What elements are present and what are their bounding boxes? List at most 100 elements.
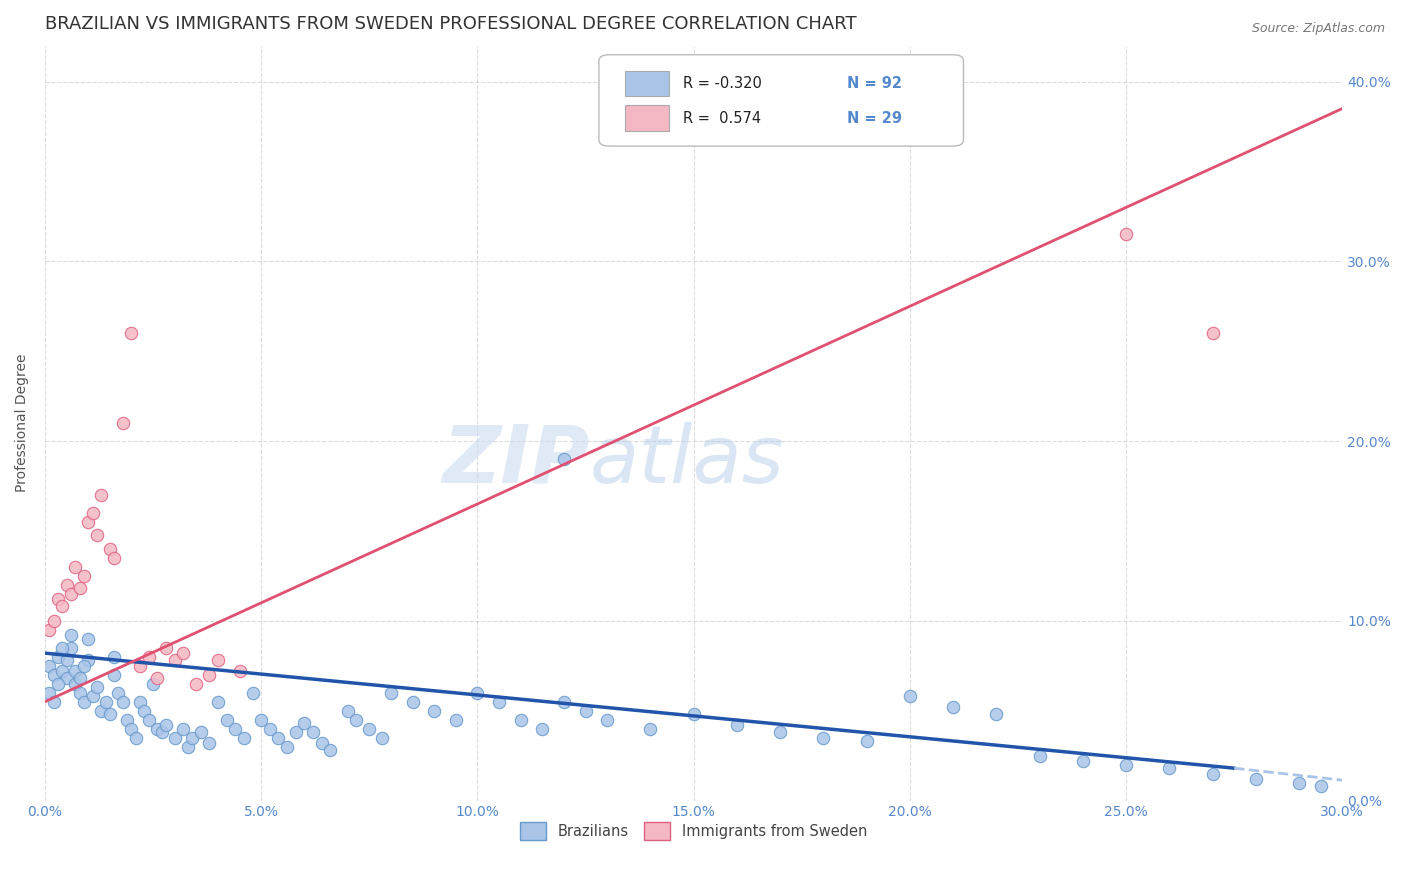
Point [423,704,446,718]
Point [125,731,148,745]
Point [172,646,194,660]
Text: R = -0.320: R = -0.320 [683,76,762,91]
Point [115,713,138,727]
Point [190,725,212,739]
Point [181,731,204,745]
Text: N = 92: N = 92 [846,76,901,91]
FancyBboxPatch shape [599,54,963,146]
Point [596,713,619,727]
Point [86,527,108,541]
Point [142,676,165,690]
Point [73,658,96,673]
Point [82,690,104,704]
Point [98,541,121,556]
Point [986,707,1008,722]
Point [336,704,359,718]
Point [682,707,704,722]
Point [103,550,125,565]
Point [129,658,152,673]
Point [207,653,229,667]
Point [725,718,748,732]
Point [401,695,423,709]
Point [1288,775,1310,789]
Point [198,736,221,750]
Text: R =  0.574: R = 0.574 [683,111,762,126]
Point [59,628,82,642]
Y-axis label: Professional Degree: Professional Degree [15,354,30,492]
Point [574,704,596,718]
Point [129,695,152,709]
Point [65,676,87,690]
Point [146,722,169,736]
Point [86,681,108,695]
Point [553,695,575,709]
Point [319,743,342,757]
Point [488,695,510,709]
Point [55,671,77,685]
Point [259,722,281,736]
Point [94,695,117,709]
Point [380,686,402,700]
Point [1071,754,1094,768]
Point [186,676,208,690]
Point [1201,326,1223,341]
Point [77,653,100,667]
Text: ZIP: ZIP [443,422,591,500]
Point [155,718,177,732]
Point [120,326,142,341]
Point [82,506,104,520]
Point [1244,772,1267,786]
Point [138,713,160,727]
Point [224,722,246,736]
Point [107,686,129,700]
FancyBboxPatch shape [624,70,669,96]
Point [90,488,112,502]
Point [467,686,489,700]
Point [1028,748,1050,763]
Text: atlas: atlas [591,422,785,500]
Point [134,704,156,718]
Text: Source: ZipAtlas.com: Source: ZipAtlas.com [1251,22,1385,36]
Point [146,671,169,685]
Point [242,686,264,700]
Point [198,667,221,681]
Point [111,695,134,709]
Point [1201,766,1223,780]
Point [77,515,100,529]
Point [1115,227,1137,242]
Point [90,704,112,718]
Point [207,695,229,709]
Point [640,722,662,736]
Point [267,731,290,745]
Point [120,722,142,736]
Point [65,560,87,574]
Point [371,731,394,745]
Point [77,632,100,646]
Point [38,686,60,700]
Point [46,676,69,690]
Point [155,640,177,655]
Point [1115,757,1137,772]
Point [150,725,173,739]
Point [42,695,65,709]
Point [51,664,73,678]
Point [284,725,307,739]
Point [276,739,298,754]
Point [942,700,965,714]
Point [138,649,160,664]
Point [1309,779,1331,793]
Point [302,725,325,739]
Point [813,731,835,745]
Point [51,640,73,655]
Point [46,592,69,607]
Point [73,695,96,709]
Point [176,739,198,754]
Point [172,722,194,736]
Point [38,658,60,673]
Point [163,653,186,667]
Point [232,731,254,745]
Point [103,649,125,664]
Point [38,623,60,637]
FancyBboxPatch shape [624,105,669,131]
Point [311,736,333,750]
